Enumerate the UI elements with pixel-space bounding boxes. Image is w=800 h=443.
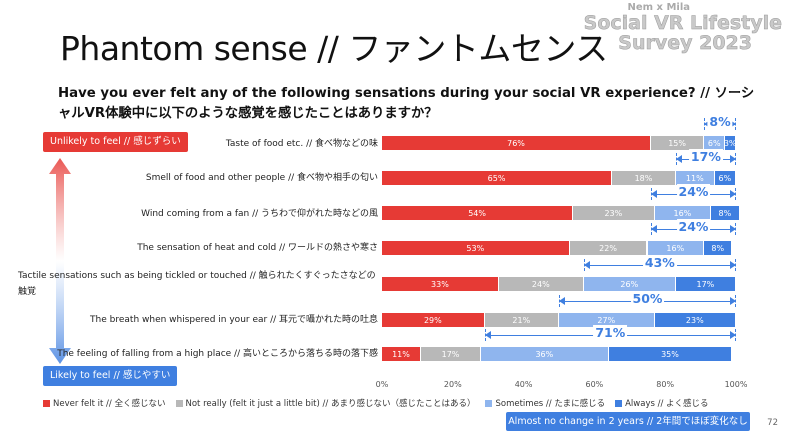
combined-percentage-label: 71% xyxy=(593,325,628,341)
brand-line-3: Survey 2023 xyxy=(618,32,752,54)
bar-segment-always: 3% xyxy=(725,136,736,150)
bar-segment-always: 8% xyxy=(711,206,740,220)
legend-swatch-always xyxy=(615,399,623,407)
category-label: Taste of food etc. // 食べ物などの味 xyxy=(225,139,378,149)
category-label: Smell of food and other people // 食べ物や相手… xyxy=(145,173,378,183)
x-axis-tick-label: 0% xyxy=(375,380,389,389)
brand-line-1: Nem x Mila xyxy=(627,2,690,13)
bar-segment-always: 6% xyxy=(714,171,736,185)
legend-swatch-not-really xyxy=(175,399,183,407)
legend-item-always: Always // よく感じる xyxy=(615,397,709,409)
bar-segment-sometimes: 11% xyxy=(675,171,715,185)
legend-item-never: Never felt it // 全く感じない xyxy=(43,397,166,409)
category-label: Wind coming from a fan // うちわで仰がれた時などの風 xyxy=(141,209,378,219)
combined-percentage-label: 43% xyxy=(642,255,677,271)
x-axis-tick-label: 80% xyxy=(656,380,675,389)
combined-percentage-bracket: 17% xyxy=(675,149,736,165)
bar-segment-not_really: 15% xyxy=(651,136,705,150)
likelihood-arrow-icon xyxy=(49,158,71,364)
legend-label-never: Never felt it // 全く感じない xyxy=(53,399,166,409)
category-label: The sensation of heat and cold // ワールドの熱… xyxy=(137,243,378,253)
combined-percentage-label: 24% xyxy=(676,184,711,200)
legend-item-not-really: Not really (felt it just a little bit) /… xyxy=(175,397,476,409)
legend-label-sometimes: Sometimes // たまに感じる xyxy=(495,399,606,409)
bar-segment-never: 65% xyxy=(382,171,613,185)
category-label: Tactile sensations such as being tickled… xyxy=(18,271,376,297)
bar-segment-sometimes: 6% xyxy=(704,136,726,150)
bar-segment-not_really: 17% xyxy=(420,347,482,361)
category-label: The feeling of falling from a high place… xyxy=(57,349,378,359)
likely-badge: Likely to feel // 感じやすい xyxy=(43,366,178,386)
combined-percentage-bracket: 43% xyxy=(583,255,736,271)
combined-percentage-bracket: 24% xyxy=(651,184,736,200)
bar-segment-sometimes: 16% xyxy=(654,206,712,220)
legend-swatch-sometimes xyxy=(485,399,493,407)
unlikely-badge: Unlikely to feel // 感じずらい xyxy=(43,132,188,152)
change-note: Almost no change in 2 years // 2年間でほぼ変化な… xyxy=(506,412,750,431)
bar-segment-not_really: 23% xyxy=(573,206,655,220)
bar-segment-not_really: 24% xyxy=(498,277,584,291)
survey-brand-logo: Nem x Mila Social VR Lifestyle Survey 20… xyxy=(583,2,782,54)
chart-legend: Never felt it // 全く感じない Not really (felt… xyxy=(43,397,709,409)
bar-segment-not_really: 21% xyxy=(484,313,559,327)
x-axis-tick-label: 40% xyxy=(514,380,533,389)
bar-segment-sometimes: 26% xyxy=(583,277,676,291)
combined-percentage-label: 24% xyxy=(676,219,711,235)
bar-segment-not_really: 22% xyxy=(569,241,648,255)
combined-percentage-label: 17% xyxy=(688,149,723,165)
x-axis-tick-label: 60% xyxy=(585,380,604,389)
x-axis-tick-label: 20% xyxy=(443,380,462,389)
legend-label-always: Always // よく感じる xyxy=(625,399,709,409)
category-label: The breath when whispered in your ear //… xyxy=(90,315,378,325)
bar-segment-sometimes: 27% xyxy=(559,313,655,327)
legend-label-not-really: Not really (felt it just a little bit) /… xyxy=(185,399,476,409)
bar-segment-always: 35% xyxy=(608,347,733,361)
bar-segment-sometimes: 16% xyxy=(647,241,705,255)
legend-swatch-never xyxy=(43,399,50,407)
bar-segment-never: 33% xyxy=(382,277,499,291)
combined-percentage-label: 50% xyxy=(630,291,665,307)
combined-percentage-label: 8% xyxy=(707,114,733,130)
combined-percentage-bracket: 71% xyxy=(484,325,736,341)
x-axis-tick-label: 100% xyxy=(724,380,748,389)
page-number: 72 xyxy=(767,418,778,428)
survey-question: Have you ever felt any of the following … xyxy=(58,86,755,121)
combined-percentage-bracket: 8% xyxy=(704,114,736,130)
bar-segment-never: 76% xyxy=(382,136,652,150)
legend-item-sometimes: Sometimes // たまに感じる xyxy=(485,397,605,409)
combined-percentage-bracket: 24% xyxy=(651,219,736,235)
bar-segment-always: 17% xyxy=(675,277,736,291)
bar-segment-never: 53% xyxy=(382,241,570,255)
bar-segment-never: 54% xyxy=(382,206,574,220)
bar-segment-never: 11% xyxy=(382,347,421,361)
bar-segment-always: 8% xyxy=(704,241,733,255)
bar-segment-never: 29% xyxy=(382,313,485,327)
page-title: Phantom sense // ファントムセンス xyxy=(60,29,608,68)
brand-line-2: Social VR Lifestyle xyxy=(583,12,782,34)
bar-segment-always: 23% xyxy=(654,313,736,327)
bar-segment-sometimes: 36% xyxy=(481,347,609,361)
bar-segment-not_really: 18% xyxy=(612,171,676,185)
combined-percentage-bracket: 50% xyxy=(559,291,736,307)
